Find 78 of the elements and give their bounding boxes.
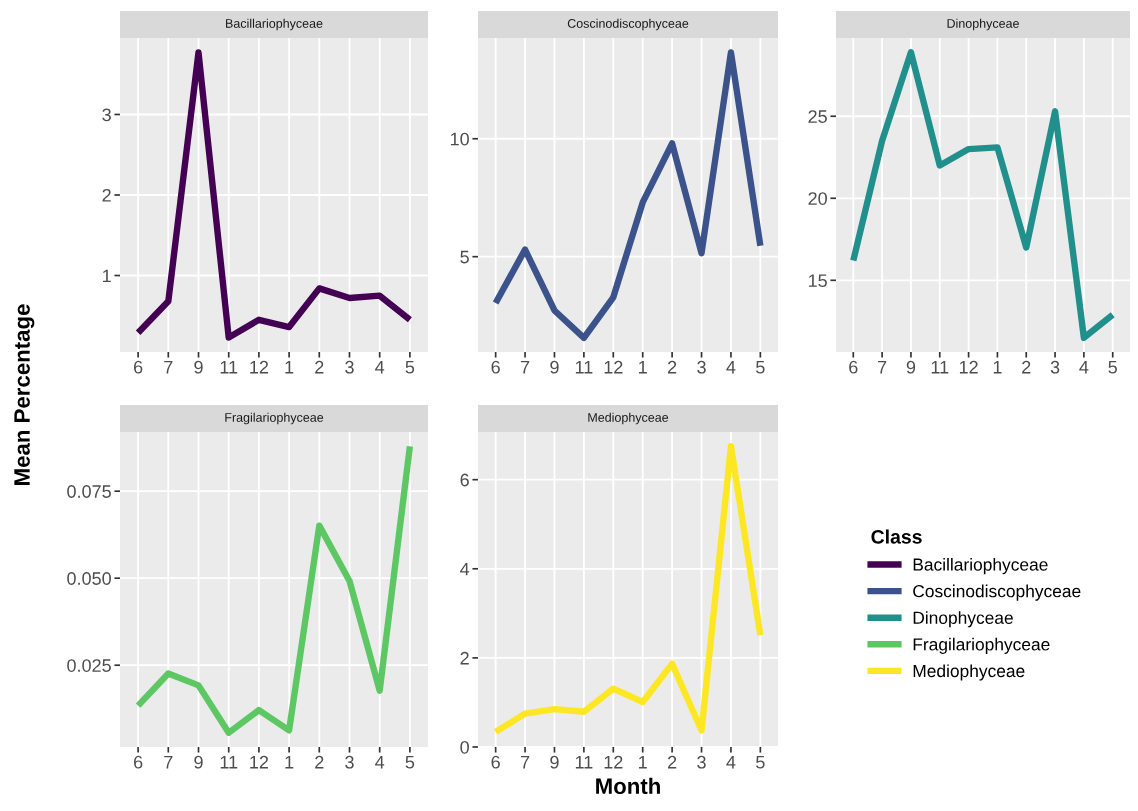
x-tick-label: 5 — [405, 361, 415, 374]
legend-title: Class — [871, 529, 922, 544]
y-tick-label: 0.050 — [67, 572, 111, 585]
x-tick-label: 11 — [575, 756, 593, 769]
x-tick-label: 12 — [250, 755, 269, 769]
x-tick-label: 11 — [931, 361, 949, 374]
x-tick-label: 5 — [756, 361, 765, 374]
x-tick-label: 9 — [194, 360, 203, 374]
x-axis-title: Month — [596, 777, 660, 795]
y-tick-label: 1 — [103, 269, 111, 283]
x-tick-label: 2 — [315, 360, 324, 374]
x-tick-label: 7 — [520, 361, 530, 374]
y-tick-label: 0.075 — [67, 485, 111, 498]
legend-label: Coscinodiscophyceae — [913, 584, 1081, 601]
x-tick-label: 9 — [550, 755, 559, 769]
x-tick-label: 1 — [639, 756, 647, 769]
x-tick-label: 5 — [1108, 361, 1117, 374]
x-tick-label: 1 — [639, 361, 647, 374]
x-tick-label: 2 — [1022, 360, 1031, 374]
x-tick-label: 9 — [906, 360, 916, 374]
y-axis-title: Mean Percentage — [14, 304, 35, 485]
x-tick-label: 2 — [315, 755, 324, 769]
x-tick-label: 12 — [959, 360, 978, 374]
y-tick-label: 25 — [808, 110, 827, 123]
legend-label: Dinophyceae — [913, 611, 1013, 628]
y-tick-label: 3 — [102, 108, 111, 122]
x-tick-label: 3 — [697, 755, 706, 769]
x-tick-label: 6 — [134, 360, 143, 374]
x-tick-label: 7 — [164, 361, 173, 374]
y-tick-label: 10 — [450, 132, 469, 146]
x-tick-label: 3 — [345, 755, 354, 769]
y-tick-label: 6 — [460, 473, 469, 487]
x-tick-label: 7 — [878, 361, 887, 374]
x-tick-label: 5 — [756, 756, 765, 769]
x-tick-label: 1 — [993, 361, 1002, 374]
chart-title: Fragilariophyceae — [225, 412, 324, 425]
x-tick-label: 9 — [550, 360, 559, 374]
chart-title: Bacillariophyceae — [226, 18, 323, 31]
x-tick-label: 11 — [220, 361, 238, 374]
x-tick-label: 12 — [604, 755, 623, 769]
x-tick-label: 3 — [345, 360, 354, 374]
x-tick-label: 2 — [668, 755, 677, 769]
x-tick-label: 6 — [491, 755, 500, 769]
x-tick-label: 4 — [726, 361, 736, 374]
legend-label: Bacillariophyceae — [913, 557, 1048, 575]
y-tick-label: 2 — [460, 651, 469, 665]
x-tick-label: 5 — [405, 756, 415, 769]
x-tick-label: 4 — [726, 756, 736, 769]
x-tick-label: 2 — [668, 360, 677, 374]
x-tick-label: 6 — [849, 360, 858, 374]
x-tick-label: 3 — [697, 360, 706, 374]
x-tick-label: 1 — [285, 361, 294, 374]
y-tick-label: 15 — [808, 274, 827, 288]
x-tick-label: 11 — [220, 756, 238, 769]
x-tick-label: 9 — [194, 755, 203, 769]
y-tick-label: 2 — [102, 188, 111, 202]
x-tick-label: 4 — [1079, 361, 1089, 374]
chart-title: Mediophyceae — [588, 412, 669, 425]
x-tick-label: 7 — [164, 756, 173, 769]
x-tick-label: 3 — [1050, 360, 1060, 374]
x-tick-label: 6 — [134, 755, 143, 769]
y-tick-label: 5 — [460, 250, 469, 264]
x-tick-label: 7 — [520, 756, 530, 769]
x-tick-label: 1 — [285, 756, 294, 769]
x-tick-label: 4 — [375, 361, 385, 374]
chart-title: Coscinodiscophyceae — [567, 18, 689, 31]
y-tick-label: 0.025 — [67, 659, 111, 672]
x-tick-label: 12 — [604, 360, 623, 374]
x-tick-label: 4 — [375, 756, 385, 769]
y-tick-label: 20 — [808, 192, 827, 205]
x-tick-label: 11 — [575, 361, 593, 374]
legend-label: Mediophyceae — [913, 664, 1025, 681]
chart-title: Dinophyceae — [947, 18, 1019, 31]
legend-label: Fragilariophyceae — [913, 637, 1050, 654]
y-tick-label: 4 — [460, 562, 470, 576]
y-tick-label: 0 — [460, 740, 469, 754]
x-tick-label: 12 — [250, 360, 269, 374]
x-tick-label: 6 — [491, 360, 500, 374]
